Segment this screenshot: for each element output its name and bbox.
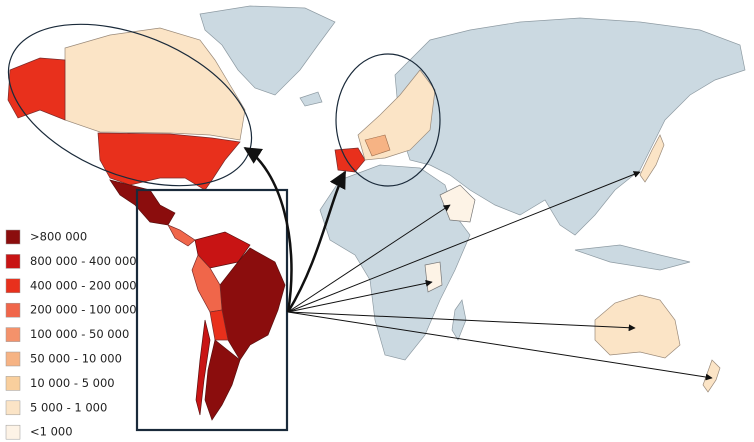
legend-swatch [5,254,21,269]
legend-swatch [5,229,21,245]
legend-swatch [5,376,21,391]
legend-label: 100 000 - 50 000 [30,327,129,341]
legend-label: 5 000 - 1 000 [30,400,107,414]
legend-swatch [5,302,21,318]
legend-label: 400 000 - 200 000 [30,278,137,292]
arrows [243,146,713,381]
legend-label: <1 000 [30,425,73,439]
highlighted-countries [7,27,721,421]
legend-swatch [5,278,21,294]
legend-label: 200 000 - 100 000 [30,303,137,317]
land [199,5,746,361]
legend-swatch [5,424,21,440]
legend-label: 10 000 - 5 000 [30,376,115,390]
legend-label: 50 000 - 10 000 [30,352,122,366]
legend-swatch [5,400,21,416]
legend: >800 000 800 000 - 400 000 400 000 - 200 0… [5,229,137,440]
legend-label: >800 000 [30,230,87,244]
legend-swatch [5,351,21,367]
legend-label: 800 000 - 400 000 [30,254,137,268]
legend-swatch [5,327,21,342]
